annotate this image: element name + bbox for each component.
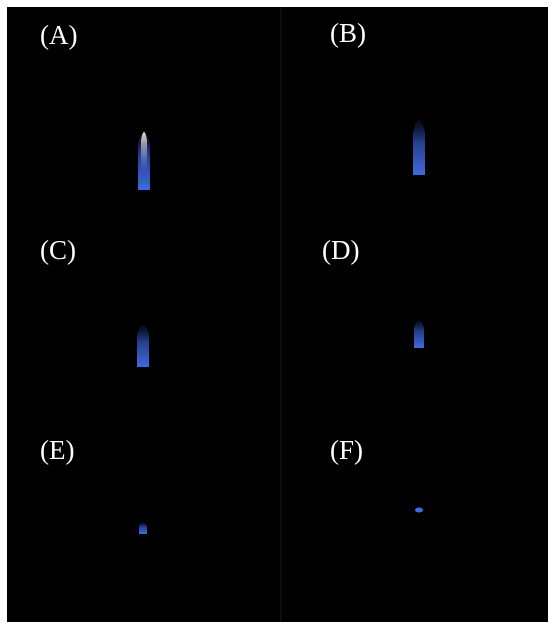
figure: (A) (B) (C) (D) (E) (F) <box>0 0 555 629</box>
panel-label: (A) <box>40 20 77 50</box>
flame-b <box>413 120 425 175</box>
page: (A) (B) (C) (D) (E) (F) (() => { const d… <box>0 0 555 629</box>
panel-label: (B) <box>330 18 366 48</box>
photo-background <box>7 7 548 622</box>
panel-label: (D) <box>322 235 359 265</box>
flame-f <box>415 508 423 513</box>
panel-label: (F) <box>330 435 363 465</box>
panel-label: (E) <box>40 435 74 465</box>
flame-d <box>414 320 424 348</box>
flame-a <box>138 132 150 191</box>
panel-label: (C) <box>40 235 76 265</box>
flame-c <box>137 325 149 367</box>
